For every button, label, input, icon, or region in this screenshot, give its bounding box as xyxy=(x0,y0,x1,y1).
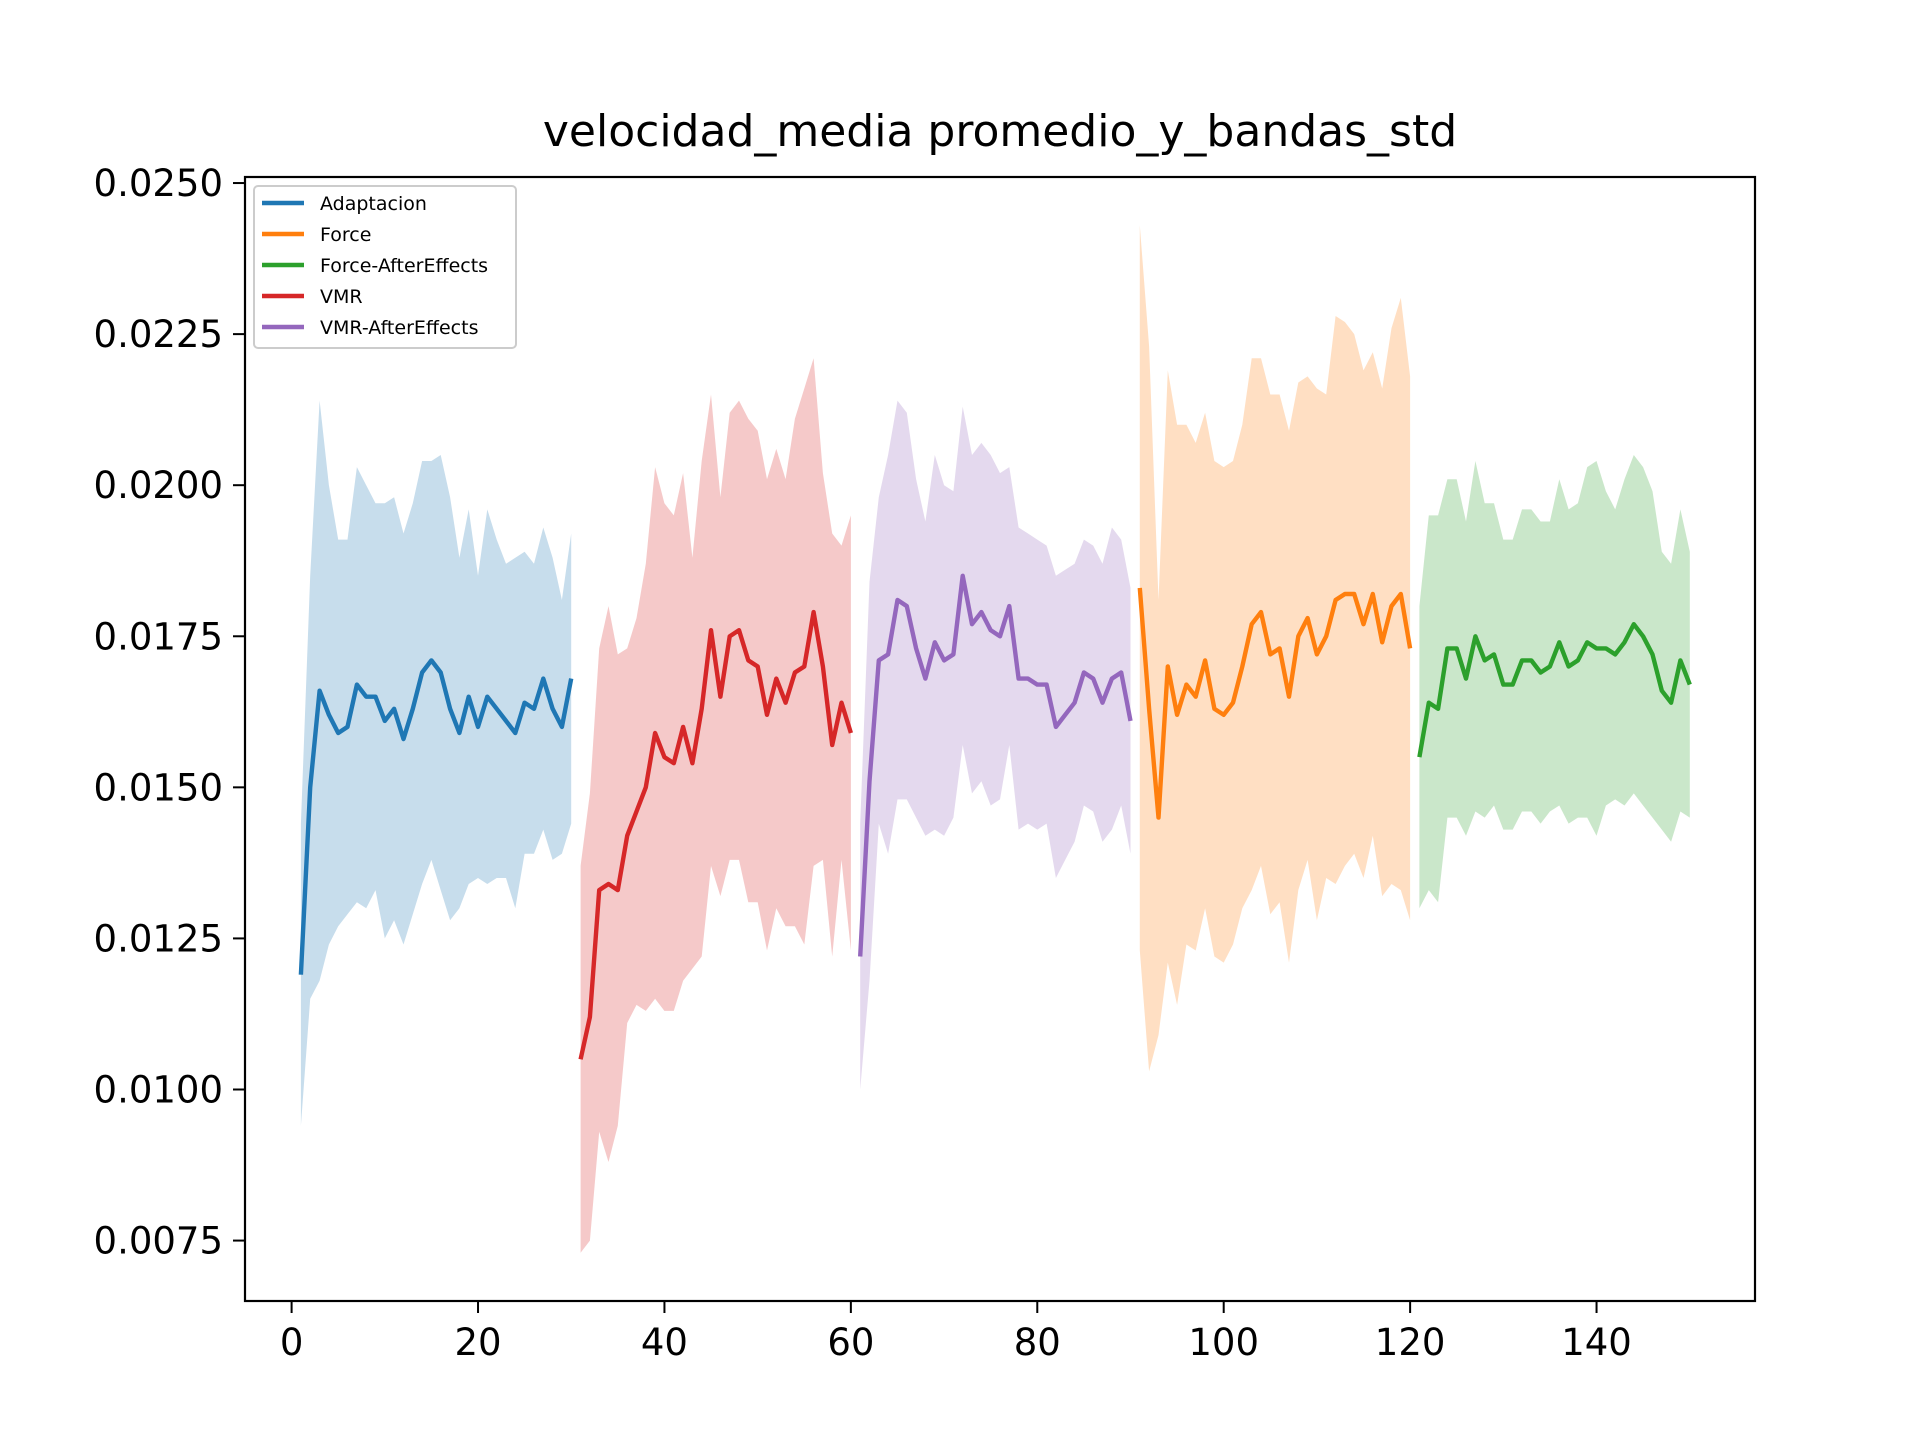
y-tick-label: 0.0250 xyxy=(94,162,223,205)
std-band-0 xyxy=(300,400,572,1126)
mean-line-4 xyxy=(858,573,1133,957)
mean-line-0 xyxy=(298,658,574,975)
y-tick-label: 0.0175 xyxy=(94,615,223,658)
legend-label: Force xyxy=(320,224,371,246)
plot-frame xyxy=(243,175,1757,1303)
legend: Adaptacion Force Force-AfterEffects VMR VMR-… xyxy=(253,185,517,349)
y-tick-label: 0.0100 xyxy=(94,1068,223,1111)
x-tick-label: 140 xyxy=(1561,1321,1632,1364)
y-tick-label: 0.0075 xyxy=(94,1220,223,1263)
y-tick-label: 0.0125 xyxy=(94,917,223,960)
legend-box xyxy=(253,185,517,349)
x-tick-label: 20 xyxy=(454,1321,501,1364)
y-tick-label: 0.0225 xyxy=(94,313,223,356)
std-bands xyxy=(300,225,1690,1253)
legend-label: VMR xyxy=(320,286,363,308)
legend-label: Force-AfterEffects xyxy=(320,255,488,277)
x-axis: 0 20 40 60 80 100 120 140 xyxy=(280,1301,1632,1364)
y-tick-label: 0.0150 xyxy=(94,766,223,809)
legend-label: VMR-AfterEffects xyxy=(320,317,478,339)
x-tick-label: 120 xyxy=(1375,1321,1446,1364)
legend-label: Adaptacion xyxy=(320,193,427,215)
std-band-3 xyxy=(580,358,851,1253)
mean-lines xyxy=(298,573,1692,1060)
x-tick-label: 40 xyxy=(641,1321,688,1364)
x-tick-label: 60 xyxy=(827,1321,874,1364)
mean-line-2 xyxy=(1417,622,1692,758)
x-tick-label: 80 xyxy=(1014,1321,1061,1364)
std-band-2 xyxy=(1419,455,1690,909)
mean-line-1 xyxy=(1137,587,1413,820)
std-band-1 xyxy=(1139,225,1411,1072)
y-axis: 0.0075 0.0100 0.0125 0.0150 0.0175 0.0200 0.02… xyxy=(94,162,245,1263)
std-band-4 xyxy=(860,400,1131,1090)
x-tick-label: 0 xyxy=(280,1321,304,1364)
x-tick-label: 100 xyxy=(1188,1321,1259,1364)
mean-line-3 xyxy=(578,609,854,1060)
y-tick-label: 0.0200 xyxy=(94,464,223,507)
chart-title: velocidad_media promedio_y_bandas_std xyxy=(543,106,1457,157)
